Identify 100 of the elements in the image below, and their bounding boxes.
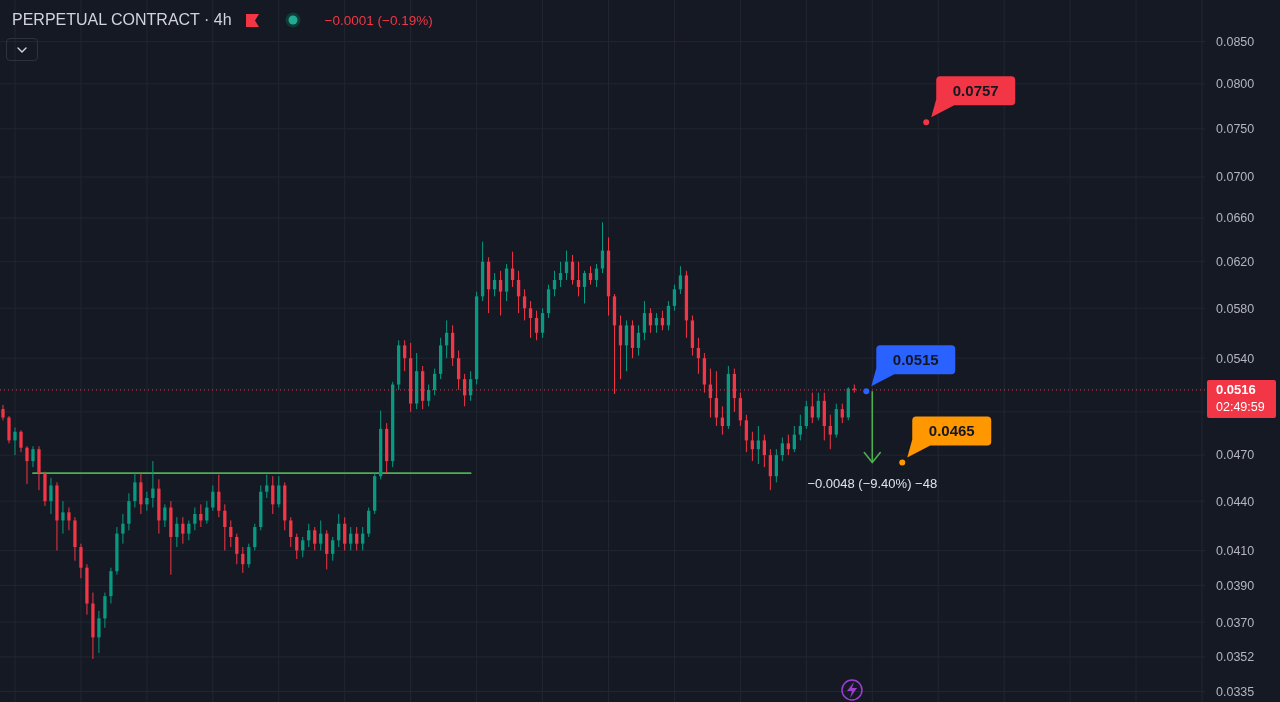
y-tick-label: 0.0700 xyxy=(1216,170,1255,185)
y-tick-label: 0.0470 xyxy=(1216,448,1255,463)
candlestick xyxy=(235,533,239,565)
candlestick xyxy=(540,307,545,339)
candlestick xyxy=(313,526,317,551)
annotation: −0.0048 (−9.40%) −48 xyxy=(807,475,938,491)
y-tick-label: 0.0580 xyxy=(1216,301,1255,316)
y-tick-label: 0.0850 xyxy=(1216,34,1255,49)
candlestick xyxy=(139,472,143,515)
text: 02:49:59 xyxy=(1216,400,1265,415)
point xyxy=(899,459,906,466)
candlestick xyxy=(37,445,41,491)
candlestick xyxy=(786,434,790,456)
y-tick-label: 0.0370 xyxy=(1216,615,1255,630)
candlestick xyxy=(277,475,281,509)
candlestick xyxy=(528,300,533,339)
candlestick xyxy=(582,270,587,304)
candlestick xyxy=(840,403,844,424)
y-tick-label: 0.0440 xyxy=(1216,494,1255,509)
candlestick xyxy=(289,516,293,548)
y-tick-label: 0.0352 xyxy=(1216,650,1255,665)
candlestick xyxy=(361,526,365,551)
candlestick xyxy=(576,261,581,297)
candlestick xyxy=(61,500,65,535)
y-tick-label: 0.0620 xyxy=(1216,255,1255,270)
candlestick xyxy=(265,474,269,499)
data-label: 0.0757 xyxy=(952,82,999,100)
candlestick xyxy=(253,523,257,551)
candlestick xyxy=(319,519,323,551)
candlestick xyxy=(193,507,197,531)
candlestick xyxy=(672,284,677,312)
candlestick xyxy=(301,536,305,558)
candlestick xyxy=(498,270,503,317)
candlestick xyxy=(79,543,83,579)
data-label: 0.0515 xyxy=(892,351,939,369)
point xyxy=(863,388,870,395)
candlestick xyxy=(13,426,17,456)
candlestick xyxy=(331,536,335,562)
candlestick xyxy=(145,491,149,512)
candlestick xyxy=(630,319,635,359)
candlestick xyxy=(217,474,221,518)
candlestick xyxy=(780,437,784,462)
candlestick xyxy=(97,610,101,654)
candlestick xyxy=(624,319,629,372)
candlestick xyxy=(151,460,155,509)
ref-line-label: 0.0516 xyxy=(1216,382,1256,398)
candlestick xyxy=(67,507,71,531)
candlestick xyxy=(642,300,647,341)
candlestick xyxy=(816,392,820,421)
y-tick-label: 0.0410 xyxy=(1216,543,1255,558)
candlestick xyxy=(229,519,233,548)
candlestick xyxy=(504,263,509,302)
candlestick xyxy=(738,392,743,427)
candlestick xyxy=(403,339,407,372)
candlestick xyxy=(588,265,593,286)
candlestick xyxy=(127,492,131,531)
candlestick xyxy=(522,288,527,321)
candlestick xyxy=(163,503,167,528)
y-tick-label: 0.0540 xyxy=(1216,351,1255,366)
candlestick xyxy=(804,400,808,430)
data-label: 0.0465 xyxy=(928,422,975,440)
candlestick xyxy=(558,261,563,288)
y-tick-label: 0.0390 xyxy=(1216,578,1255,593)
text: PERPETUAL CONTRACT · 4h xyxy=(12,11,232,29)
candlestick xyxy=(810,392,814,424)
candlestick xyxy=(432,368,437,396)
candlestick xyxy=(187,519,191,541)
candlestick xyxy=(828,414,832,450)
candlestick xyxy=(756,425,761,465)
candlestick xyxy=(181,516,185,545)
candlestick xyxy=(750,431,755,462)
candlestick xyxy=(103,592,107,629)
candlestick xyxy=(31,445,35,468)
candlestick xyxy=(744,414,749,453)
candlestick xyxy=(546,284,551,319)
point xyxy=(923,119,930,126)
candlestick xyxy=(355,526,359,551)
candlestick xyxy=(49,477,53,515)
candlestick xyxy=(211,484,215,512)
candlestick xyxy=(468,370,473,402)
candlestick xyxy=(534,310,539,341)
candlestick xyxy=(25,445,29,485)
y-tick-label: 0.0660 xyxy=(1216,211,1255,226)
candlestick xyxy=(133,472,137,509)
candlestick xyxy=(19,429,23,453)
candlestick xyxy=(325,529,329,570)
candlestick xyxy=(774,448,778,483)
candlestick xyxy=(600,221,605,274)
candlestick xyxy=(762,434,767,468)
candlestick xyxy=(271,475,275,515)
y-tick-label: 0.0800 xyxy=(1216,77,1255,92)
candlestick xyxy=(618,315,623,380)
candlestick xyxy=(768,448,773,491)
candlestick xyxy=(648,307,653,334)
candlestick xyxy=(307,523,311,548)
text: −0.0001 (−0.19%) xyxy=(324,12,433,28)
candlestick xyxy=(798,414,802,441)
candlestick xyxy=(121,513,125,545)
candlestick xyxy=(636,324,641,357)
candlestick xyxy=(570,254,575,286)
